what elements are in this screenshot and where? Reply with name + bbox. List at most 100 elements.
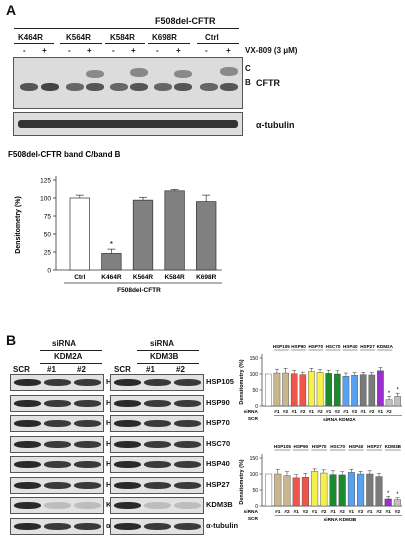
blot-band [14, 502, 41, 509]
bar [101, 253, 122, 271]
cftr-label: CFTR [256, 78, 280, 88]
blot-band [14, 379, 41, 386]
bar [366, 473, 374, 507]
y-tick-label: 0 [47, 268, 51, 275]
bar [347, 472, 355, 507]
band-b [130, 83, 148, 91]
x-tick-label: #2 [317, 409, 323, 415]
x-tick-label: #1 [343, 409, 349, 415]
mutant-label: K564R [66, 33, 91, 42]
blot-band [174, 399, 201, 407]
blot-band [174, 420, 201, 427]
blot-band [74, 481, 101, 489]
lane-label: #2 [77, 365, 86, 374]
blot-strip [110, 394, 204, 412]
bar [265, 373, 272, 407]
group-label: HSC70 [330, 444, 345, 449]
lane-label: #1 [146, 365, 155, 374]
construct-title: F508del-CFTR [155, 16, 216, 26]
blot-band [74, 461, 101, 468]
y-tick-label: 50 [252, 488, 258, 494]
blot-band [174, 502, 201, 509]
y-tick-label: 0 [255, 504, 258, 510]
x-tick-label: #2 [358, 509, 364, 515]
bar [334, 373, 341, 407]
blot-band [14, 440, 41, 448]
treatment-sign: - [68, 46, 71, 55]
x-tick-label: Ctrl [74, 274, 85, 281]
significance-mark: * [110, 240, 113, 249]
blot-band [144, 502, 171, 509]
y-tick-label: 0 [255, 404, 258, 410]
bar [283, 475, 291, 507]
blot-band [74, 522, 101, 530]
blot-band [174, 440, 201, 448]
blot-row-label: HSP40 [206, 459, 230, 468]
blot-band [44, 481, 71, 489]
x-tick-label: #1 [275, 509, 281, 515]
blot-band [44, 420, 71, 427]
group-label: HSP105 [273, 344, 291, 349]
bar [394, 396, 401, 407]
significance-mark: * [388, 391, 391, 397]
blot-strip [110, 435, 204, 453]
lane-label: SCR [114, 365, 131, 374]
bar [273, 372, 281, 407]
band-b [200, 83, 218, 91]
x-tick-label: #2 [395, 509, 401, 515]
lane-bracket [14, 43, 54, 44]
x-tick-label: #2 [321, 509, 327, 515]
blot-band [74, 420, 101, 427]
sirna-label: siRNA [150, 339, 175, 348]
bar [274, 473, 282, 507]
significance-mark: * [387, 491, 390, 497]
mutant-label: K464R [18, 33, 43, 42]
blot-row-label: HSP105 [206, 377, 234, 386]
blot-band [44, 522, 71, 530]
treatment-sign: + [42, 46, 47, 55]
sirna-bracket [137, 350, 199, 351]
group-label: HSP27 [367, 444, 382, 449]
blot-band [114, 440, 141, 448]
treatment-sign: - [23, 46, 26, 55]
y-tick-label: 25 [44, 250, 52, 257]
sirna-target: KDM2A [54, 352, 83, 361]
x-tick-label: #2 [303, 509, 309, 515]
x-tick-label: #2 [386, 409, 392, 415]
x-tick-label: #1 [361, 409, 367, 415]
group-label: HSP70 [308, 344, 323, 349]
x-tick-label: K584R [164, 274, 185, 281]
band-c [174, 70, 192, 78]
blot-band [44, 399, 71, 407]
blot-band [174, 481, 201, 489]
panel-b-letter: B [6, 332, 17, 348]
mutant-label: K698R [152, 33, 177, 42]
lane-bracket [197, 43, 239, 44]
x-tick-label: #1 [292, 409, 298, 415]
x-tick-label: #1 [330, 509, 336, 515]
blot-band [114, 379, 141, 386]
bar [299, 374, 307, 407]
x-tick-label: #2 [369, 409, 375, 415]
bar [377, 370, 384, 407]
blot-strip [110, 476, 204, 494]
y-tick-label: 50 [252, 388, 258, 394]
bar [359, 374, 367, 407]
x-tick-label: #1 [294, 509, 300, 515]
blot-strip [110, 415, 204, 432]
x-tick-label: #2 [284, 509, 290, 515]
x-scr-label: SCR [248, 516, 259, 522]
band-b [86, 83, 104, 91]
x-tick-label: #1 [312, 509, 318, 515]
blot-band [114, 461, 141, 468]
treatment-label: VX-809 (3 μM) [245, 46, 298, 55]
band-b [110, 83, 128, 91]
band-b [154, 83, 172, 91]
y-axis-label: Densitometry (%) [239, 359, 245, 404]
lane-bracket [148, 43, 190, 44]
blot-strip [110, 374, 204, 391]
sirna-bracket [40, 350, 102, 351]
bar [329, 474, 337, 507]
bar [282, 372, 289, 407]
blot-band [114, 481, 141, 489]
